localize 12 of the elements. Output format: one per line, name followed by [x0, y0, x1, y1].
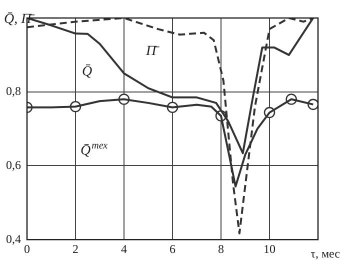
x-axis-title: τ, мес: [310, 246, 340, 260]
y-tick-label: 0,4: [6, 232, 21, 246]
series-label: Q̄: [82, 64, 92, 80]
x-tick-label: 0: [24, 242, 30, 256]
x-tick-label: 2: [72, 242, 78, 256]
x-tick-label: 4: [121, 242, 127, 256]
x-tick-label: 6: [170, 242, 176, 256]
y-tick-label: 0,8: [6, 84, 21, 98]
x-tick-label: 8: [218, 242, 224, 256]
y-tick-label: 0,6: [6, 158, 21, 172]
x-tick-label: 10: [264, 242, 276, 256]
series-label: Π̄: [144, 44, 160, 60]
